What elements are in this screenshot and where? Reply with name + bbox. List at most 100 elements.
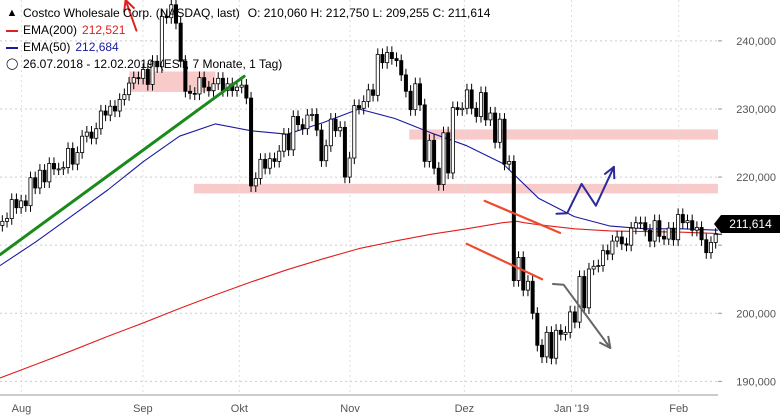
candle-body <box>145 69 150 85</box>
candle-body <box>272 158 277 162</box>
candle-body <box>507 161 512 165</box>
candle-body <box>601 250 606 267</box>
candle-body <box>42 169 47 183</box>
candle <box>159 10 164 73</box>
candle <box>596 259 601 273</box>
candle <box>145 63 150 91</box>
candle <box>249 91 254 193</box>
y-axis: 190,000 200,000 220,000 230,000 240,000 <box>718 36 776 388</box>
candle-body <box>450 107 455 174</box>
candle-body <box>117 99 122 112</box>
candle <box>333 113 338 137</box>
legend-ema50-row[interactable]: EMA(50) 212,684 <box>6 39 490 56</box>
candle <box>56 162 61 176</box>
candle-body <box>549 331 554 359</box>
candle-body <box>352 105 357 159</box>
candle <box>305 108 310 135</box>
candle <box>117 93 122 118</box>
candle-body <box>324 145 329 162</box>
candle <box>380 48 385 69</box>
candle-body <box>493 112 498 143</box>
candle <box>530 275 535 320</box>
candle <box>178 17 183 68</box>
candle-body <box>19 200 24 209</box>
candle-body <box>483 92 488 121</box>
candlestick-icon: ▲ <box>6 7 18 19</box>
candle <box>657 214 662 243</box>
candle <box>324 139 329 167</box>
candle-body <box>436 167 441 185</box>
bear-scenario-head <box>598 335 612 349</box>
candle-body <box>197 77 202 95</box>
candle <box>267 152 272 175</box>
candle-body <box>366 89 371 102</box>
candle-body <box>169 4 174 19</box>
candle-body <box>75 152 80 165</box>
candle <box>281 128 286 158</box>
candle <box>234 81 239 97</box>
candle <box>310 108 315 122</box>
candle-body <box>183 60 188 92</box>
candle <box>80 130 85 159</box>
candle <box>150 55 155 91</box>
candle <box>188 85 193 100</box>
bull-scenario <box>555 165 615 215</box>
candle-body <box>638 222 643 225</box>
candle-body <box>94 128 99 139</box>
candle-body <box>633 222 638 229</box>
ema200-swatch <box>6 29 18 32</box>
candle-body <box>605 250 610 255</box>
candle <box>66 142 71 174</box>
candle <box>253 172 258 193</box>
candle <box>610 234 615 261</box>
candle <box>19 194 24 214</box>
candle <box>136 71 141 85</box>
candle <box>554 324 559 365</box>
candle-body <box>469 89 474 109</box>
candle <box>525 275 530 297</box>
candle <box>33 171 38 195</box>
candle-body <box>281 133 286 152</box>
candle <box>502 113 507 171</box>
candle-body <box>375 54 380 96</box>
candle <box>286 128 291 156</box>
candle-body <box>66 148 71 168</box>
candle <box>385 46 390 69</box>
x-tick-label: Sep <box>133 403 153 415</box>
legend-range-row: ◯ 26.07.2018 - 12.02.2019 (EST, 7 Monate… <box>6 56 490 73</box>
candle <box>23 194 28 212</box>
legend-ema200-row[interactable]: EMA(200) 212,521 <box>6 22 490 39</box>
candle <box>28 171 33 212</box>
candle-body <box>619 236 624 245</box>
candle-body <box>328 118 333 147</box>
candle-body <box>591 265 596 270</box>
candle-body <box>267 158 272 169</box>
candle-body <box>446 132 451 174</box>
candle-body <box>685 220 690 224</box>
candle-body <box>647 229 652 242</box>
candle <box>540 339 545 363</box>
legend-ohlc: O: 210,060 H: 212,750 L: 209,255 C: 211,… <box>247 6 491 20</box>
candle-body <box>497 118 502 143</box>
candle <box>422 98 427 168</box>
candle <box>568 305 573 339</box>
candle <box>47 157 52 188</box>
candle-body <box>164 15 169 19</box>
candle <box>408 85 413 116</box>
candle-body <box>305 114 310 130</box>
candle-body <box>155 60 160 68</box>
candle-body <box>310 114 315 116</box>
candle <box>328 113 333 152</box>
candle-body <box>127 82 132 96</box>
candle-body <box>558 329 563 335</box>
candle <box>699 221 704 246</box>
candle <box>352 99 357 165</box>
candle <box>356 99 361 115</box>
candle-body <box>657 220 662 237</box>
candle-body <box>577 276 582 323</box>
candle-body <box>554 329 559 359</box>
candle <box>708 236 713 259</box>
candle-body <box>295 116 300 126</box>
candle-body <box>403 74 408 92</box>
candle-body <box>70 148 75 165</box>
